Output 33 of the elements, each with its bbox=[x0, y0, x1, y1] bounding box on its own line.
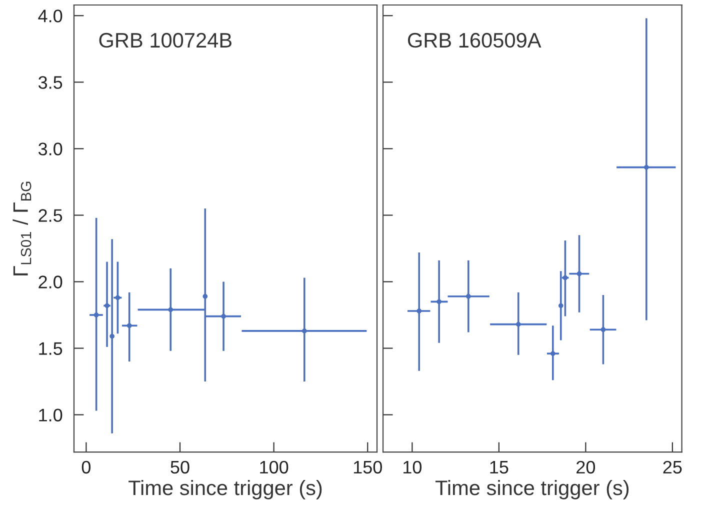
annotation: GRB 100724B bbox=[99, 32, 232, 48]
point bbox=[600, 327, 606, 332]
annotation: GRB 160509A bbox=[408, 32, 542, 48]
y-tick-label: 3.0 bbox=[38, 142, 62, 156]
point bbox=[302, 328, 307, 334]
point bbox=[126, 323, 132, 328]
y-tick-label: 2.5 bbox=[38, 209, 62, 222]
y-tick-label: 1.0 bbox=[39, 408, 62, 422]
point bbox=[576, 271, 582, 276]
x-tick-label: 25 bbox=[663, 460, 682, 474]
x-axis-title: Time since trigger (s) bbox=[128, 480, 322, 500]
y-tick-label: 4.0 bbox=[38, 10, 62, 22]
point bbox=[168, 307, 174, 312]
y-axis-title: Γ$_{LS01}$ / Γ$_{BG}$ bbox=[12, 182, 32, 276]
point bbox=[644, 164, 649, 170]
y-tick-label: 1.5 bbox=[39, 342, 62, 355]
y-tick-label: 3.5 bbox=[38, 76, 62, 89]
point bbox=[466, 294, 471, 299]
point bbox=[550, 351, 556, 356]
x-tick-label: 10 bbox=[404, 460, 422, 474]
x-axis-title: Time since trigger (s) bbox=[435, 480, 629, 500]
point bbox=[436, 299, 442, 304]
x-tick-label: 20 bbox=[576, 460, 596, 474]
x-tick-label: 15 bbox=[490, 461, 508, 474]
y-tick-label: 2.0 bbox=[38, 276, 62, 288]
point bbox=[94, 312, 99, 318]
x-tick-label: 50 bbox=[170, 460, 190, 474]
x-tick-label: 150 bbox=[354, 460, 382, 474]
x-tick-label: 100 bbox=[260, 460, 288, 474]
point bbox=[221, 314, 226, 319]
x-tick-label: 0 bbox=[82, 460, 90, 474]
point bbox=[516, 322, 521, 327]
point bbox=[416, 308, 422, 314]
